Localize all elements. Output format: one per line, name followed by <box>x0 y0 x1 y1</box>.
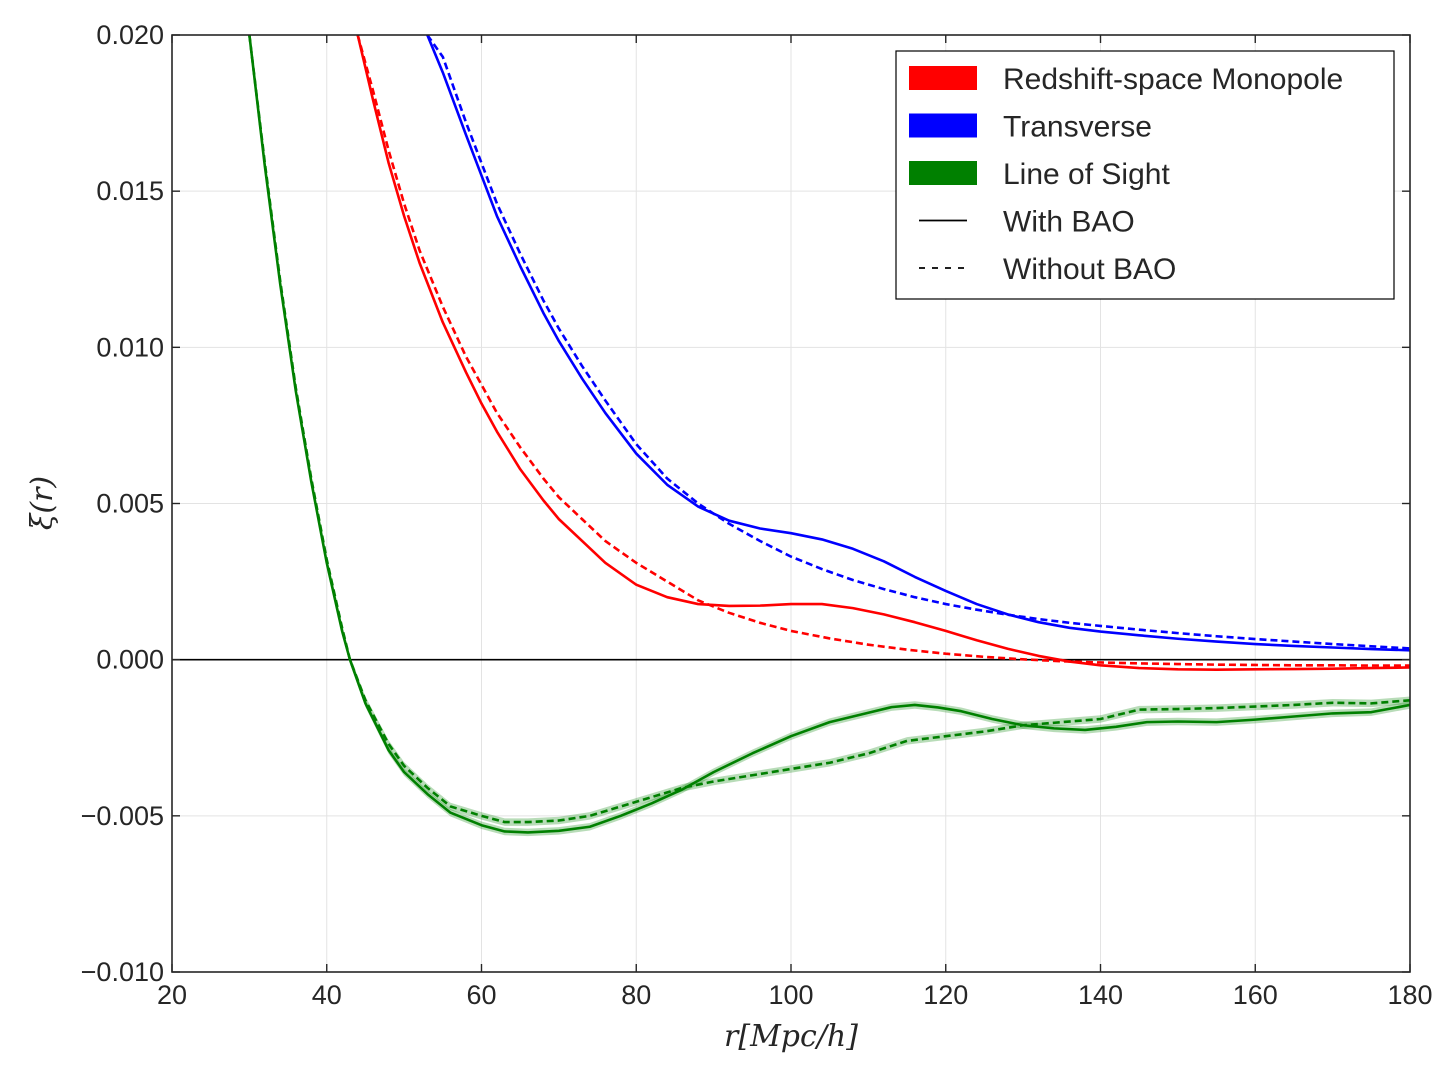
legend-label-transverse: Transverse <box>1003 111 1152 144</box>
x-tick-label: 60 <box>466 980 496 1010</box>
legend: Redshift-space Monopole Transverse Line of… <box>895 50 1395 300</box>
y-axis-label: ξ(r) <box>25 476 60 530</box>
y-tick-label: 0.005 <box>96 489 164 519</box>
legend-label-redshift-space-monopole: Redshift-space Monopole <box>1003 63 1343 96</box>
legend-label-without-bao: Without BAO <box>1003 253 1176 286</box>
y-tick-label: 0.010 <box>96 332 164 362</box>
legend-label-with-bao: With BAO <box>1003 206 1135 239</box>
x-tick-label: 40 <box>312 980 342 1010</box>
legend-swatch-line-of-sight <box>909 161 977 185</box>
redshift-space-monopole-without-bao-line <box>356 35 1410 667</box>
x-axis-label: r[Mpc/h] <box>724 1019 858 1054</box>
x-tick-label: 120 <box>923 980 968 1010</box>
y-tick-label: 0.000 <box>96 645 164 675</box>
line-of-sight-without-bao-line <box>248 35 1410 824</box>
x-tick-label: 80 <box>621 980 651 1010</box>
transverse-with-bao-line <box>426 35 1410 652</box>
x-tick-label: 160 <box>1233 980 1278 1010</box>
legend-box <box>895 50 1395 300</box>
y-tick-label: −0.005 <box>81 801 164 831</box>
legend-label-line-of-sight: Line of Sight <box>1003 158 1170 191</box>
x-tick-label: 20 <box>157 980 187 1010</box>
y-tick-label: 0.015 <box>96 176 164 206</box>
transverse-without-bao-line <box>426 35 1410 650</box>
y-tick-label: −0.010 <box>81 957 164 987</box>
redshift-space-monopole-with-bao-line <box>356 35 1410 671</box>
x-tick-label: 100 <box>768 980 813 1010</box>
ticks: 20 40 60 80 100 120 140 160 180 −0.010 −0.005 0.000… <box>81 20 1433 1010</box>
y-tick-label: 0.020 <box>96 20 164 50</box>
series-lines <box>248 35 1410 834</box>
legend-swatch-redshift-space-monopole <box>909 66 977 90</box>
x-tick-label: 140 <box>1078 980 1123 1010</box>
legend-swatch-transverse <box>909 113 977 138</box>
x-tick-label: 180 <box>1387 980 1432 1010</box>
